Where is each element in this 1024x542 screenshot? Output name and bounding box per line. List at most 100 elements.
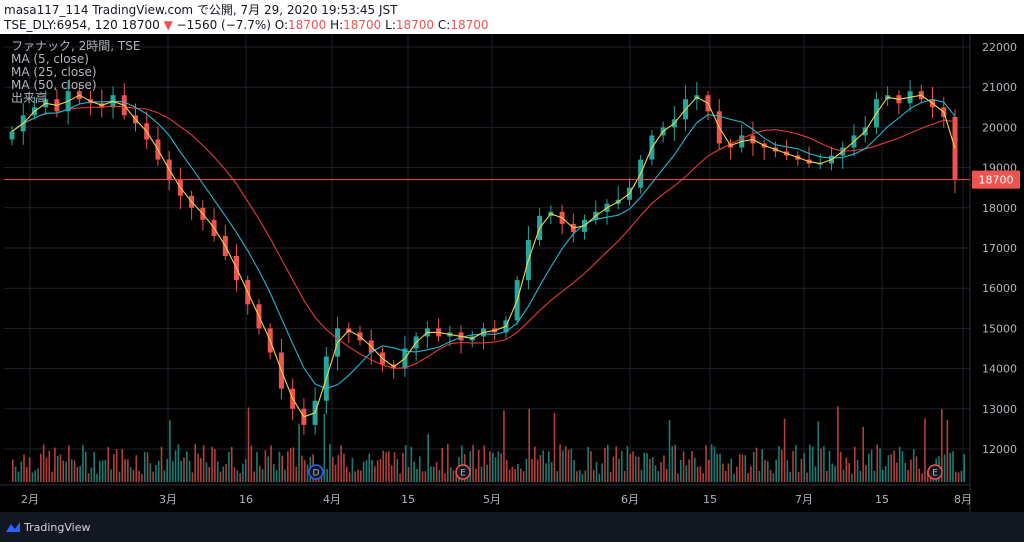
volume-bar — [138, 470, 140, 482]
price-chart[interactable]: 2200021000200001900018000170001600015000… — [0, 34, 1024, 512]
volume-bar — [469, 451, 472, 482]
time-tick-label: 15 — [401, 493, 415, 506]
last-price-tag-label: 18700 — [979, 174, 1014, 187]
volume-bar — [635, 456, 637, 482]
volume-bar — [14, 466, 17, 482]
volume-bar — [374, 466, 376, 482]
volume-bar — [99, 460, 101, 482]
volume-bar — [48, 450, 51, 482]
legend-volume[interactable]: 出来高 — [11, 91, 48, 105]
volume-bar — [752, 451, 755, 482]
volume-bar — [323, 413, 326, 482]
volume-bar — [637, 456, 640, 482]
volume-bar — [110, 469, 112, 482]
volume-bar — [84, 451, 87, 482]
volume-bar — [31, 472, 34, 482]
volume-bar — [744, 455, 747, 482]
volume-bar — [896, 462, 898, 482]
volume-bar — [177, 444, 180, 482]
volume-bar — [865, 465, 867, 482]
volume-bar — [180, 460, 182, 482]
volume-bar — [685, 465, 688, 482]
event-marker-label: E — [460, 469, 466, 479]
volume-bar — [609, 471, 612, 482]
volume-bar — [59, 454, 62, 482]
volume-bar — [191, 472, 194, 482]
volume-bar — [357, 469, 359, 482]
volume-bar — [699, 466, 702, 482]
volume-bar — [842, 469, 845, 482]
volume-bar — [26, 466, 28, 482]
legend-ma25[interactable]: MA (25, close) — [11, 65, 97, 79]
volume-bar — [604, 447, 606, 482]
volume-bar — [632, 451, 634, 482]
volume-bar — [882, 469, 884, 482]
down-arrow-icon: ▼ — [163, 18, 173, 32]
volume-bar — [194, 444, 197, 482]
volume-bar — [960, 470, 963, 482]
legend-ma50[interactable]: MA (50, close) — [11, 78, 97, 92]
volume-bar — [820, 448, 822, 482]
volume-bar — [618, 458, 620, 482]
volume-bar — [612, 456, 615, 482]
tradingview-logo[interactable]: TradingView — [6, 520, 94, 534]
volume-bar — [236, 470, 239, 482]
volume-bar — [713, 446, 716, 482]
legend-ma5[interactable]: MA (5, close) — [11, 52, 89, 66]
volume-bar — [90, 467, 93, 482]
volume-bar — [40, 453, 42, 482]
volume-bar — [421, 471, 424, 482]
volume-bar — [795, 445, 797, 482]
publish-line: masa117_114 TradingView.com で公開, 7月 29, … — [4, 3, 398, 17]
volume-bar — [390, 465, 393, 482]
volume-bar — [649, 458, 651, 482]
low-value: 18700 — [395, 18, 435, 32]
event-marker — [927, 464, 943, 480]
volume-bar — [780, 449, 783, 482]
volume-bar — [360, 470, 362, 482]
price-tick-label: 12000 — [982, 443, 1017, 456]
volume-bar — [755, 447, 758, 482]
volume-bar — [615, 446, 618, 482]
volume-bar — [503, 410, 505, 482]
volume-bar — [823, 445, 825, 482]
volume-bar — [407, 467, 410, 482]
volume-bar — [230, 446, 233, 482]
volume-bar — [68, 445, 70, 482]
volume-bar — [404, 445, 407, 482]
volume-bar — [76, 466, 79, 482]
volume-bar — [441, 447, 444, 482]
volume-bar — [910, 459, 912, 482]
volume-bar — [371, 460, 373, 482]
volume-bar — [497, 451, 500, 482]
volume-bar — [348, 472, 351, 482]
time-tick-label: 5月 — [483, 493, 501, 506]
volume-bar — [382, 450, 385, 482]
volume-bar — [517, 463, 519, 482]
volume-bar — [921, 473, 923, 482]
volume-bar — [70, 459, 73, 482]
volume-bar — [545, 463, 547, 482]
volume-bar — [845, 457, 848, 482]
footer-bar: TradingView — [0, 512, 1024, 542]
volume-bar — [621, 451, 623, 482]
time-tick-label: 8月 — [954, 493, 972, 506]
volume-bar — [216, 461, 219, 482]
price-tick-label: 15000 — [982, 322, 1017, 335]
tradingview-icon — [6, 522, 20, 532]
volume-bar — [957, 472, 960, 482]
volume-bar — [416, 468, 418, 482]
volume-bar — [873, 470, 876, 482]
volume-bar — [427, 433, 429, 482]
volume-bar — [733, 473, 735, 482]
volume-bar — [287, 451, 289, 482]
volume-bar — [149, 463, 152, 482]
volume-bar — [219, 471, 222, 482]
volume-bar — [256, 452, 258, 482]
volume-bar — [289, 448, 292, 482]
candle-body — [9, 131, 15, 140]
volume-bar — [157, 460, 160, 482]
volume-bar — [261, 469, 264, 482]
volume-bar — [96, 473, 98, 482]
symbol-label: TSE_DLY:6954, 120 — [4, 18, 118, 32]
